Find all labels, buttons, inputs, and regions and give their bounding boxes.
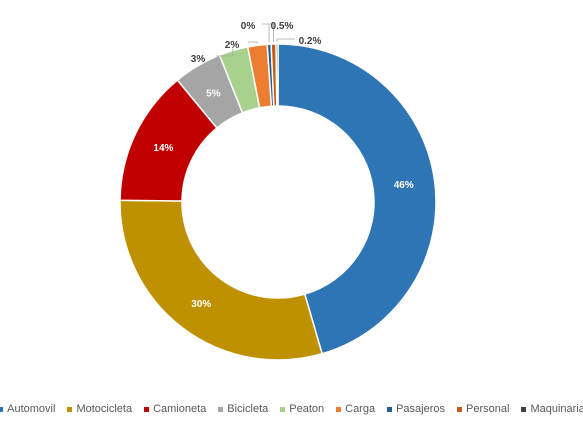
leader-line-carga [248,41,258,44]
legend-label: Motocicleta [76,403,133,415]
legend-swatch [280,406,286,412]
legend-item-peaton: Peaton [280,403,324,415]
legend-label: Maquinaria [530,403,583,415]
legend-item-personal: Personal [457,403,509,415]
legend-label: Camioneta [153,403,207,415]
data-label-motocicleta: 30% [191,299,211,310]
legend-item-maquinaria: Maquinaria [521,403,583,415]
leader-line-peaton [216,48,234,57]
slice-automovil [277,43,437,355]
data-label-pasajeros: 0% [241,21,256,32]
legend-item-automovil: Automovil [0,403,55,415]
data-label-personal: 0.5% [271,21,294,32]
legend-swatch [0,406,4,412]
leader-line-personal [270,23,274,43]
legend-label: Peaton [289,403,325,415]
legend-label: Personal [466,403,510,415]
legend-swatch [457,406,463,412]
data-label-maquinaria: 0.2% [299,36,322,47]
slice-maquinaria [275,43,279,107]
chart-legend: Automovil Motocicleta Camioneta Bicicleta Pe… [0,398,583,420]
legend-swatch [521,406,527,412]
legend-item-camioneta: Camioneta [144,403,206,415]
data-label-carga: 2% [225,40,240,51]
leader-line-pasajeros [262,23,270,43]
legend-swatch [144,406,150,412]
data-label-camioneta: 14% [153,143,173,154]
legend-label: Pasajeros [396,403,446,415]
donut-chart-svg: 46% 30% 14% 5% 3% 2%0% 0.5% 0.2% [119,21,437,361]
legend-item-motocicleta: Motocicleta [67,403,132,415]
legend-label: Carga [345,403,376,415]
data-label-automovil: 46% [394,180,414,191]
legend-swatch [387,406,393,412]
legend-swatch [218,406,224,412]
legend-item-bicicleta: Bicicleta [218,403,268,415]
legend-swatch [336,406,342,412]
data-label-bicicleta: 5% [206,89,221,100]
legend-item-pasajeros: Pasajeros [387,403,445,415]
legend-label: Bicicleta [227,403,269,415]
data-label-peaton: 3% [191,54,206,65]
legend-swatch [67,406,73,412]
leader-line-maquinaria [276,38,295,43]
slice-motocicleta [119,199,324,361]
legend-item-carga: Carga [336,403,375,415]
legend-label: Automovil [7,403,56,415]
